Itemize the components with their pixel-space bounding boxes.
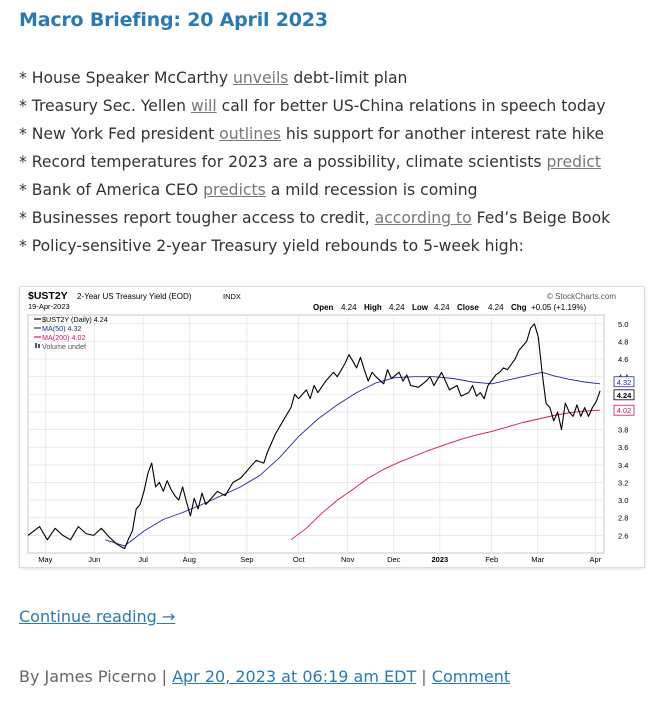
x-tick-label: Jun: [88, 555, 100, 564]
bullet-link[interactable]: predicts: [203, 181, 266, 199]
series-line-ma200: [290, 409, 601, 541]
bullet-text: call for better US-China relations in sp…: [216, 97, 606, 115]
byline: By James Picerno | Apr 20, 2023 at 06:19…: [19, 667, 510, 686]
byline-separator: |: [416, 667, 432, 686]
x-tick-label: Feb: [485, 555, 498, 564]
bullet-link[interactable]: according to: [374, 209, 472, 227]
value-badge: 4.32: [613, 376, 635, 388]
bullet-text: debt-limit plan: [288, 69, 408, 87]
x-tick-label: Apr: [590, 555, 602, 564]
bullet-text: * House Speaker McCarthy: [19, 69, 234, 87]
x-tick-label: Jul: [138, 555, 148, 564]
x-tick-label: 2023: [431, 555, 448, 564]
y-tick-label: 2.8: [618, 514, 628, 523]
y-tick-label: 3.8: [618, 426, 628, 435]
legend-entry-ma200: MA(200) 4.02: [42, 333, 86, 342]
bullet-link[interactable]: outlines: [219, 125, 281, 143]
bullet-text: * Record temperatures for 2023 are a pos…: [19, 153, 547, 171]
post-date-link[interactable]: Apr 20, 2023 at 06:19 am EDT: [172, 667, 417, 686]
value-badge: 4.24: [613, 389, 635, 401]
ohlc-high: 4.24: [389, 303, 405, 312]
list-item: * Businesses report tougher access to cr…: [19, 204, 610, 232]
ohlc-chg: +0.05 (+1.19%): [531, 303, 586, 312]
legend-entry-price: $UST2Y (Daily) 4.24: [42, 315, 108, 324]
bullet-text: * New York Fed president: [19, 125, 220, 143]
byline-author: By James Picerno |: [19, 667, 173, 686]
list-item: * Treasury Sec. Yellen will call for bet…: [19, 92, 610, 120]
chart-name: 2-Year US Treasury Yield (EOD): [77, 292, 192, 301]
x-tick-label: Aug: [183, 555, 196, 564]
chart-source: © StockCharts.com: [547, 292, 616, 301]
y-tick-label: 5.0: [618, 320, 628, 329]
value-badge-label: 4.24: [617, 391, 632, 400]
y-tick-label: 3.2: [618, 478, 628, 487]
chart-svg: $UST2Y 2-Year US Treasury Yield (EOD) IN…: [20, 287, 644, 567]
y-tick-label: 3.0: [618, 496, 628, 505]
y-tick-label: 3.6: [618, 443, 628, 452]
post-title[interactable]: Macro Briefing: 20 April 2023: [19, 9, 328, 31]
bullet-text: * Policy-sensitive 2-year Treasury yield…: [19, 237, 524, 255]
ohlc-open-label: Open: [313, 303, 334, 312]
continue-reading-link[interactable]: Continue reading →: [19, 607, 176, 626]
x-tick-label: Sep: [240, 555, 253, 564]
list-item: * New York Fed president outlines his su…: [19, 120, 610, 148]
bullet-link[interactable]: unveils: [233, 69, 289, 87]
bullet-text: * Businesses report tougher access to cr…: [19, 209, 375, 227]
chart-legend: $UST2Y (Daily) 4.24 MA(50) 4.32 MA(200) …: [34, 315, 108, 351]
ohlc-close: 4.24: [488, 303, 504, 312]
y-tick-label: 4.6: [618, 355, 628, 364]
ohlc-close-label: Close: [457, 303, 479, 312]
bullet-list: * House Speaker McCarthy unveils debt-li…: [19, 64, 610, 260]
list-item: * Bank of America CEO predicts a mild re…: [19, 176, 610, 204]
list-item: * Policy-sensitive 2-year Treasury yield…: [19, 232, 610, 260]
plot-area: [27, 314, 605, 554]
legend-entry-volume: Volume undef: [42, 342, 86, 351]
value-badge: 4.02: [613, 404, 635, 416]
series-line-ust2y: [27, 323, 601, 550]
y-tick-label: 2.6: [618, 531, 628, 540]
ohlc-open: 4.24: [341, 303, 357, 312]
x-tick-label: Nov: [341, 555, 355, 564]
ohlc-low: 4.24: [434, 303, 450, 312]
comment-link[interactable]: Comment: [431, 667, 511, 686]
bullet-link[interactable]: will: [190, 97, 217, 115]
chart-symbol: $UST2Y: [28, 290, 68, 302]
value-badge-label: 4.32: [617, 378, 632, 387]
ohlc-low-label: Low: [412, 303, 429, 312]
bullet-text: * Treasury Sec. Yellen: [19, 97, 191, 115]
y-tick-label: 3.4: [618, 461, 628, 470]
chart-exchange: INDX: [223, 292, 241, 301]
bullet-text: a mild recession is coming: [265, 181, 478, 199]
ohlc-chg-label: Chg: [511, 303, 527, 312]
treasury-yield-chart[interactable]: $UST2Y 2-Year US Treasury Yield (EOD) IN…: [19, 286, 645, 568]
x-tick-label: Oct: [293, 555, 306, 564]
legend-entry-ma50: MA(50) 4.32: [42, 324, 82, 333]
list-item: * House Speaker McCarthy unveils debt-li…: [19, 64, 610, 92]
ohlc-high-label: High: [364, 303, 382, 312]
bullet-text: his support for another interest rate hi…: [280, 125, 605, 143]
x-tick-label: Mar: [531, 555, 544, 564]
y-tick-label: 4.8: [618, 337, 628, 346]
value-badge-label: 4.02: [617, 406, 632, 415]
list-item: * Record temperatures for 2023 are a pos…: [19, 148, 610, 176]
bullet-text: Fed’s Beige Book: [471, 209, 611, 227]
chart-date: 19-Apr-2023: [28, 302, 70, 311]
bullet-link[interactable]: predict: [546, 153, 601, 171]
bullet-text: * Bank of America CEO: [19, 181, 204, 199]
x-tick-label: May: [38, 555, 52, 564]
x-tick-label: Dec: [387, 555, 401, 564]
